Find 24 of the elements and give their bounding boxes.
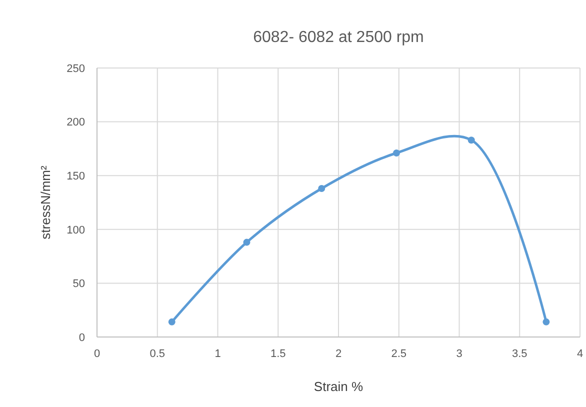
y-tick-label: 50 [72, 278, 85, 290]
point [168, 318, 176, 326]
point [392, 150, 400, 157]
y-tick-label: 250 [66, 62, 85, 75]
x-tick-label: 0 [94, 348, 100, 360]
x-tick-label: 3 [456, 348, 462, 360]
y-tick-label: 150 [66, 170, 85, 182]
x-tick-label: 2.5 [391, 348, 407, 360]
point [542, 318, 550, 326]
x-tick-label: 2 [335, 348, 342, 360]
y-tick-label: 0 [78, 332, 85, 344]
y-axis-title: stressN/mm² [38, 165, 53, 240]
chart-title: 6082- 6082 at 2500 rpm [253, 29, 424, 46]
point [243, 238, 250, 246]
point [468, 136, 475, 144]
point [318, 185, 326, 192]
x-tick-label: 0.5 [150, 348, 166, 360]
y-tick-label: 200 [66, 116, 85, 129]
x-tick-label: 3.5 [512, 348, 528, 360]
x-axis-title: Strain % [314, 379, 364, 394]
x-tick-label: 1.5 [270, 348, 286, 360]
x-tick-label: 4 [576, 348, 584, 360]
y-tick-label: 100 [66, 224, 85, 236]
x-tick-label: 1 [214, 348, 221, 360]
